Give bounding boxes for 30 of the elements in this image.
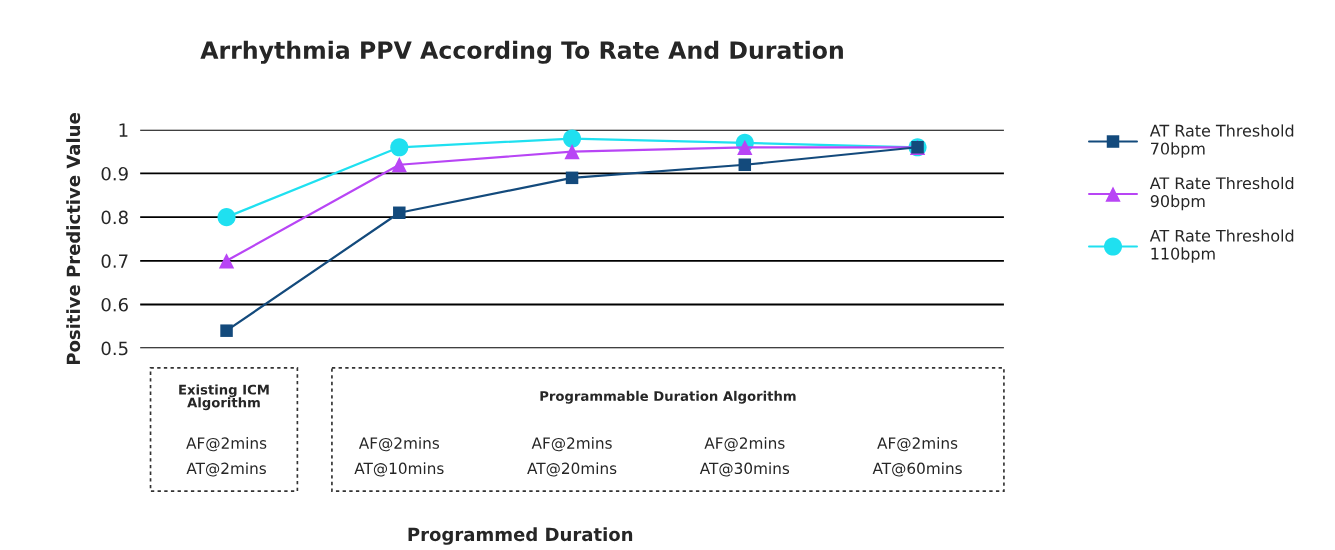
chart-title: Arrhythmia PPV According To Rate And Duration [200,40,843,64]
point [218,253,235,269]
x-tick-label: AF@2mins AT@10mins [354,437,444,477]
point [565,171,579,185]
point [738,158,752,171]
point [737,139,753,155]
x-tick-label: AF@2mins AT@2mins [186,437,267,477]
point [563,129,582,148]
legend-label: AT Rate Threshold 90bpm [1149,176,1294,211]
legend-label: AT Rate Threshold 110bpm [1149,229,1294,263]
x-tick-label: AF@2mins AT@30mins [699,437,790,477]
x-tick-label: AF@2mins AT@60mins [872,437,962,477]
y-tick-label: 0.6 [101,297,128,312]
y-tick-label: 0.8 [101,210,128,225]
point [391,157,407,173]
x-tick-label: AF@2mins AT@20mins [527,437,617,477]
y-tick-label: 0.9 [101,166,128,181]
point [564,144,580,160]
y-tick-label: 0.5 [101,341,128,356]
y-tick-label: 0.7 [101,254,128,268]
y-axis-title: Positive Predictive Value [66,113,81,365]
point [390,138,409,157]
point [393,206,406,220]
legend-label: AT Rate Threshold 70bpm [1149,124,1294,158]
text: Existing ICM Algorithm [179,384,269,411]
y-tick-label: 1 [119,123,128,137]
text: Programmable Duration Algorithm [540,390,796,404]
point [220,324,233,337]
x-axis-title: Programmed Duration [408,527,633,545]
point [217,208,236,227]
